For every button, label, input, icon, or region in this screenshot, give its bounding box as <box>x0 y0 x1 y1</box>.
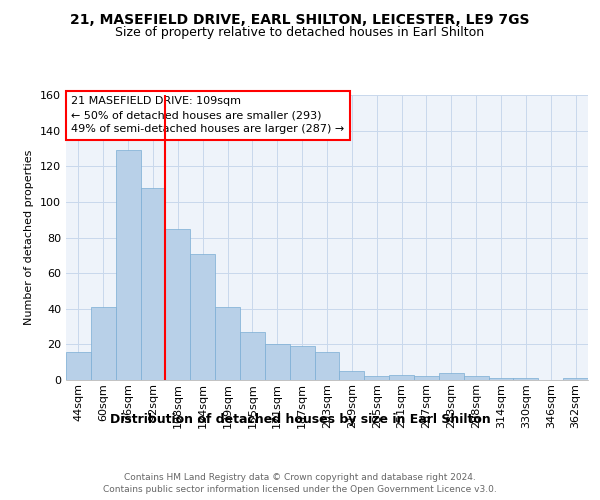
Bar <box>464 376 488 380</box>
Bar <box>265 344 290 380</box>
Bar <box>215 307 240 380</box>
Bar <box>140 188 166 380</box>
Bar <box>364 376 389 380</box>
Y-axis label: Number of detached properties: Number of detached properties <box>25 150 34 325</box>
Text: Size of property relative to detached houses in Earl Shilton: Size of property relative to detached ho… <box>115 26 485 39</box>
Text: 21, MASEFIELD DRIVE, EARL SHILTON, LEICESTER, LE9 7GS: 21, MASEFIELD DRIVE, EARL SHILTON, LEICE… <box>70 12 530 26</box>
Bar <box>340 371 364 380</box>
Text: Distribution of detached houses by size in Earl Shilton: Distribution of detached houses by size … <box>110 412 490 426</box>
Bar <box>414 376 439 380</box>
Bar <box>488 378 514 380</box>
Bar <box>314 352 340 380</box>
Bar <box>91 307 116 380</box>
Text: Contains public sector information licensed under the Open Government Licence v3: Contains public sector information licen… <box>103 485 497 494</box>
Bar <box>240 332 265 380</box>
Text: 21 MASEFIELD DRIVE: 109sqm
← 50% of detached houses are smaller (293)
49% of sem: 21 MASEFIELD DRIVE: 109sqm ← 50% of deta… <box>71 96 344 134</box>
Text: Contains HM Land Registry data © Crown copyright and database right 2024.: Contains HM Land Registry data © Crown c… <box>124 472 476 482</box>
Bar <box>116 150 140 380</box>
Bar <box>514 378 538 380</box>
Bar <box>66 352 91 380</box>
Bar <box>166 228 190 380</box>
Bar <box>439 373 464 380</box>
Bar <box>190 254 215 380</box>
Bar <box>290 346 314 380</box>
Bar <box>563 378 588 380</box>
Bar <box>389 374 414 380</box>
